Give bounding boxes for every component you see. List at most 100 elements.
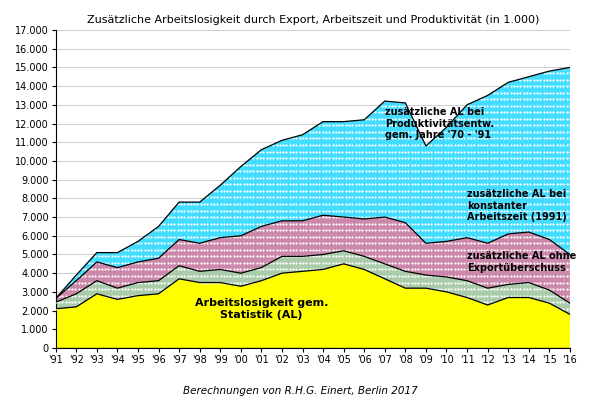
Point <box>78 273 87 279</box>
Point <box>558 260 568 266</box>
Point <box>562 174 572 181</box>
Point <box>262 214 272 220</box>
Point <box>535 247 545 253</box>
Point <box>496 266 505 273</box>
Point <box>100 286 110 292</box>
Point <box>450 122 459 128</box>
Point <box>420 273 430 279</box>
Point <box>321 155 331 161</box>
Point <box>558 168 568 174</box>
Point <box>338 168 347 174</box>
Point <box>186 201 196 207</box>
Point <box>502 129 512 135</box>
Point <box>496 286 505 292</box>
Point <box>496 279 505 286</box>
Point <box>460 279 469 286</box>
Point <box>236 260 245 266</box>
Point <box>180 260 189 266</box>
Point <box>183 214 192 220</box>
Point <box>160 220 169 227</box>
Point <box>519 148 528 155</box>
Point <box>387 247 397 253</box>
Point <box>502 90 512 96</box>
Point <box>275 148 285 155</box>
Point <box>291 253 301 260</box>
Point <box>58 292 67 299</box>
Point <box>555 292 565 299</box>
Point <box>242 194 252 201</box>
Point <box>535 260 545 266</box>
Point <box>413 214 423 220</box>
Point <box>258 188 268 194</box>
Point <box>506 188 516 194</box>
Point <box>506 207 516 214</box>
Point <box>308 148 317 155</box>
Point <box>516 116 525 122</box>
Point <box>130 292 139 299</box>
Point <box>483 109 492 116</box>
Point <box>301 194 311 201</box>
Point <box>538 174 548 181</box>
Point <box>64 292 74 299</box>
Point <box>535 201 545 207</box>
Point <box>538 168 548 174</box>
Point <box>374 220 383 227</box>
Point <box>509 174 519 181</box>
Point <box>562 240 572 246</box>
Point <box>562 234 572 240</box>
Point <box>486 240 496 246</box>
Point <box>476 129 486 135</box>
Point <box>163 214 172 220</box>
Point <box>387 155 397 161</box>
Point <box>245 207 255 214</box>
Point <box>509 253 519 260</box>
Point <box>549 266 558 273</box>
Point <box>506 234 516 240</box>
Point <box>473 162 483 168</box>
Point <box>493 253 502 260</box>
Point <box>331 194 341 201</box>
Point <box>519 194 528 201</box>
Point <box>538 122 548 128</box>
Point <box>430 286 439 292</box>
Point <box>436 142 446 148</box>
Point <box>443 240 453 246</box>
Point <box>542 148 552 155</box>
Point <box>460 148 469 155</box>
Point <box>535 279 545 286</box>
Point <box>499 273 509 279</box>
Point <box>400 201 410 207</box>
Point <box>84 279 94 286</box>
Point <box>525 129 535 135</box>
Text: zusätzliche AL bei
konstanter
Arbeitszeit (1991): zusätzliche AL bei konstanter Arbeitszei… <box>467 189 567 222</box>
Point <box>361 220 370 227</box>
Point <box>489 260 499 266</box>
Point <box>525 279 535 286</box>
Point <box>538 70 548 76</box>
Point <box>565 102 575 109</box>
Point <box>502 102 512 109</box>
Point <box>354 247 364 253</box>
Point <box>532 273 542 279</box>
Point <box>430 155 439 161</box>
Point <box>212 201 222 207</box>
Point <box>555 76 565 83</box>
Point <box>443 162 453 168</box>
Point <box>443 181 453 188</box>
Point <box>506 214 516 220</box>
Point <box>486 168 496 174</box>
Point <box>295 142 305 148</box>
Point <box>413 194 423 201</box>
Point <box>542 109 552 116</box>
Point <box>262 201 272 207</box>
Point <box>400 116 410 122</box>
Point <box>400 109 410 116</box>
Point <box>391 279 400 286</box>
Point <box>447 253 456 260</box>
Point <box>311 181 321 188</box>
Point <box>565 116 575 122</box>
Point <box>216 247 225 253</box>
Point <box>239 273 248 279</box>
Point <box>542 122 552 128</box>
Point <box>519 142 528 148</box>
